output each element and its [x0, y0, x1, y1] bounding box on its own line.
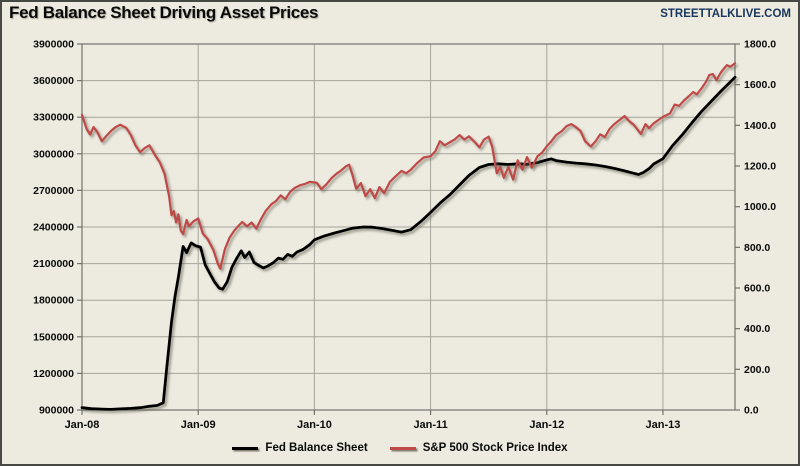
right-tick-label: 1400.0 — [744, 120, 776, 132]
sp500-line-swatch-icon — [389, 446, 416, 450]
x-tick-label: Jan-09 — [181, 419, 216, 431]
left-tick-label: 1500000 — [33, 331, 74, 343]
left-tick-label: 3000000 — [33, 148, 74, 160]
fed-line-swatch-icon — [232, 446, 259, 450]
right-tick-label: 1800.0 — [744, 39, 776, 51]
left-tick-label: 3300000 — [33, 112, 74, 124]
x-tick-label: Jan-13 — [646, 419, 681, 431]
right-tick-label: 1600.0 — [744, 79, 776, 91]
sp500-line — [80, 62, 737, 270]
legend-item-sp500: S&P 500 Stock Price Index — [389, 442, 568, 454]
x-tick-label: Jan-11 — [413, 419, 447, 431]
legend-label-sp500: S&P 500 Stock Price Index — [422, 442, 568, 454]
right-tick-label: 1200.0 — [744, 161, 776, 173]
legend-item-fed-balance-sheet: Fed Balance Sheet — [232, 442, 368, 454]
x-tick-label: Jan-08 — [65, 419, 100, 431]
left-tick-label: 2700000 — [33, 185, 74, 197]
legend-label-fed: Fed Balance Sheet — [265, 442, 368, 454]
right-tick-label: 800.0 — [744, 242, 770, 254]
left-tick-label: 3600000 — [33, 75, 74, 87]
chart-title: Fed Balance Sheet Driving Asset Prices — [9, 3, 319, 22]
right-tick-label: 400.0 — [744, 323, 770, 335]
left-tick-label: 1200000 — [33, 368, 74, 380]
left-tick-label: 2400000 — [33, 222, 74, 234]
right-tick-label: 600.0 — [744, 283, 770, 295]
right-tick-label: 1000.0 — [744, 201, 776, 213]
left-tick-label: 3900000 — [33, 39, 74, 51]
right-tick-label: 0.0 — [744, 405, 759, 417]
left-tick-label: 900000 — [39, 405, 74, 417]
left-tick-label: 2100000 — [33, 258, 74, 270]
chart-legend: Fed Balance Sheet S&P 500 Stock Price In… — [2, 442, 798, 454]
x-tick-label: Jan-12 — [529, 419, 564, 431]
fed-balance-sheet-line — [80, 75, 737, 411]
right-tick-label: 200.0 — [744, 364, 770, 376]
left-tick-label: 1800000 — [33, 295, 74, 307]
x-tick-label: Jan-10 — [297, 419, 332, 431]
site-watermark: STREETTALKLIVE.COM — [660, 8, 791, 20]
